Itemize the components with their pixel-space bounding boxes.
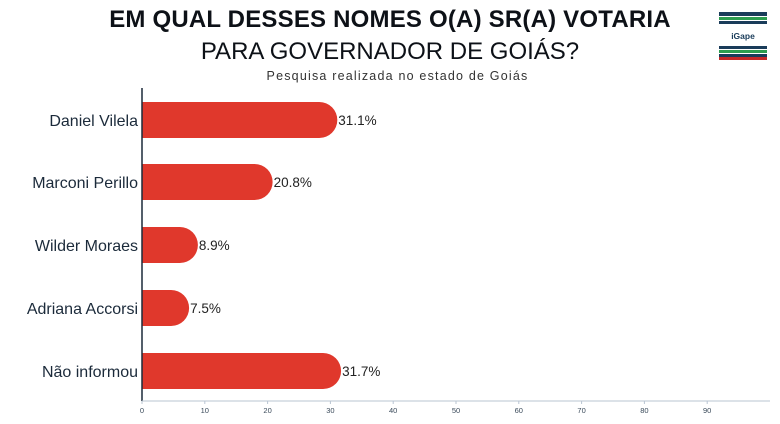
x-tick-label: 70 <box>577 406 585 415</box>
chart-title-line1: EM QUAL DESSES NOMES O(A) SR(A) VOTARIA <box>109 6 671 33</box>
data-label: 7.5% <box>190 301 221 316</box>
x-tick-label: 0 <box>140 406 144 415</box>
igape-logo: iGape <box>719 12 767 60</box>
x-tick-label: 80 <box>640 406 648 415</box>
logo-text: iGape <box>731 31 755 41</box>
x-tick-label: 90 <box>703 406 711 415</box>
x-tick-label: 40 <box>389 406 397 415</box>
data-label: 20.8% <box>274 175 312 190</box>
data-label: 31.1% <box>338 113 376 128</box>
bar <box>142 227 198 263</box>
category-label: Marconi Perillo <box>32 175 138 192</box>
bar <box>142 290 190 326</box>
category-label: Daniel Vilela <box>49 113 138 130</box>
x-tick-label: 10 <box>201 406 209 415</box>
chart-subtitle: Pesquisa realizada no estado de Goiás <box>266 69 529 83</box>
x-tick-label: 60 <box>515 406 523 415</box>
bar <box>142 353 342 389</box>
x-tick-label: 20 <box>263 406 271 415</box>
x-tick-label: 50 <box>452 406 460 415</box>
category-label: Não informou <box>42 364 138 381</box>
category-label: Wilder Moraes <box>35 238 138 255</box>
x-tick-label: 30 <box>326 406 334 415</box>
bar <box>142 102 338 138</box>
data-label: 31.7% <box>342 364 380 379</box>
chart-title-line2: PARA GOVERNADOR DE GOIÁS? <box>200 38 580 65</box>
bar <box>142 164 273 200</box>
category-label: Adriana Accorsi <box>27 301 138 318</box>
data-label: 8.9% <box>199 238 230 253</box>
